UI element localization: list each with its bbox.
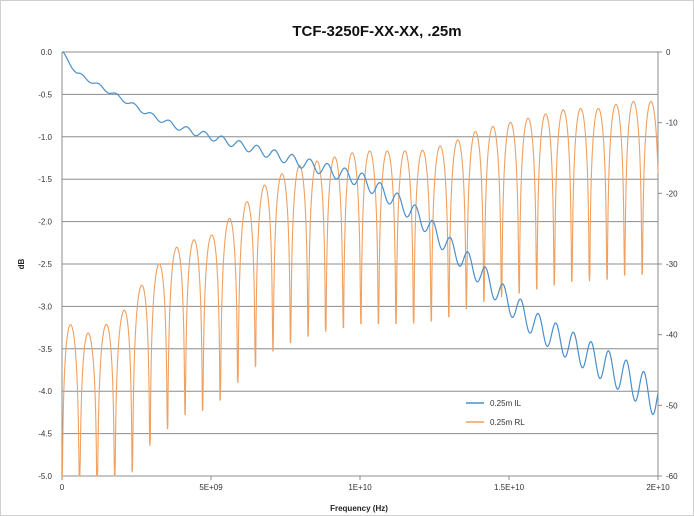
y2-tick-label: -40 [666, 331, 678, 340]
y-tick-label: -5.0 [38, 472, 52, 481]
axes: 0.0 -0.5 -1.0 -1.5 -2.0 -2.5 -3.0 -3.5 -4.0 -4.5 -… [38, 48, 678, 492]
y2-tick-label: -50 [666, 401, 678, 410]
x-axis-label: Frequency (Hz) [330, 504, 388, 513]
series-layer [61, 51, 659, 477]
y-tick-label: -2.5 [38, 260, 52, 269]
y-tick-label: -3.0 [38, 302, 52, 311]
y2-tick-label: -10 [666, 119, 678, 128]
grid-lines [62, 51, 658, 477]
series-line-il [62, 51, 659, 415]
x-tick-label: 0 [60, 483, 65, 492]
legend-label-rl: 0.25m RL [490, 418, 525, 427]
y-tick-label: -4.0 [38, 387, 52, 396]
y-tick-label: -2.0 [38, 218, 52, 227]
y-tick-label: 0.0 [41, 48, 53, 57]
y-tick-label: -1.0 [38, 133, 52, 142]
y-tick-label: -4.5 [38, 430, 52, 439]
x-tick-label: 2E+10 [646, 483, 670, 492]
chart-title: TCF-3250F-XX-XX, .25m [292, 23, 461, 40]
y2-tick-label: 0 [666, 48, 671, 57]
y2-tick-label: -30 [666, 260, 678, 269]
y2-tick-label: -60 [666, 472, 678, 481]
x-tick-label: 1.5E+10 [494, 483, 525, 492]
legend: 0.25m IL 0.25m RL [466, 399, 525, 427]
y2-tick-label: -20 [666, 189, 678, 198]
y-axis-label: dB [17, 258, 26, 269]
legend-label-il: 0.25m IL [490, 399, 522, 408]
x-tick-label: 1E+10 [348, 483, 372, 492]
y-tick-label: -3.5 [38, 345, 52, 354]
y-tick-label: -0.5 [38, 90, 52, 99]
y-tick-label: -1.5 [38, 175, 52, 184]
x-tick-label: 5E+09 [199, 483, 223, 492]
series-line-rl [61, 100, 659, 477]
